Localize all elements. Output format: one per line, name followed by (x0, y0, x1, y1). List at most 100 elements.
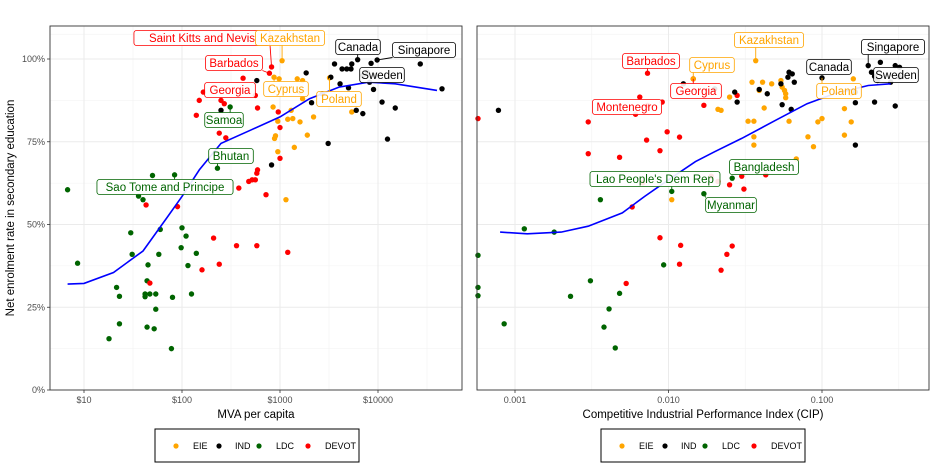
data-point-devot (223, 135, 229, 141)
country-label: Montenegro (596, 102, 657, 114)
data-point-ind (384, 136, 391, 142)
data-point-devot (221, 100, 227, 107)
label-box (592, 99, 662, 115)
data-point-eie (761, 105, 767, 111)
label-box (316, 91, 362, 107)
data-point-devot (637, 94, 643, 100)
data-point-devot (741, 186, 747, 192)
panel-border (49, 25, 463, 391)
data-point-ldc (169, 294, 176, 301)
data-point-devot (724, 251, 730, 257)
data-point-ldc (144, 324, 150, 330)
label-box (729, 159, 799, 175)
data-point-eie (850, 76, 857, 82)
country-label: Georgia (210, 85, 252, 97)
data-point-devot (475, 115, 481, 122)
label-leader-line (269, 45, 273, 67)
data-point-ind (353, 107, 359, 114)
data-point-devot (623, 280, 629, 287)
legend-key-eie (619, 443, 625, 449)
label-box (392, 42, 456, 58)
data-point-eie (271, 135, 278, 142)
data-point-devot (240, 75, 246, 81)
data-point-ind (379, 99, 385, 105)
points-layer (64, 56, 445, 352)
data-point-eie (299, 96, 306, 102)
y-tick-label: 0% (32, 385, 45, 395)
data-point-ldc (113, 284, 120, 291)
data-point-devot (252, 177, 259, 183)
data-point-eie (745, 118, 751, 124)
data-point-ldc (660, 262, 667, 268)
data-point-ldc (521, 226, 528, 232)
label-box (204, 112, 244, 128)
data-point-eie (782, 95, 789, 101)
data-point-ind (344, 66, 350, 72)
legend-key-ldc (256, 443, 262, 449)
plot-background (50, 26, 462, 390)
data-point-devot (143, 202, 149, 208)
data-point-eie (349, 109, 355, 115)
data-point-devot (216, 261, 222, 267)
data-point-devot (263, 192, 269, 198)
data-point-eie (283, 196, 289, 203)
data-point-ldc (178, 244, 184, 251)
label-box (816, 83, 862, 99)
data-point-ldc (179, 225, 185, 231)
data-point-ind (254, 77, 260, 84)
data-point-ldc (145, 262, 151, 268)
legend-key-eie (173, 443, 179, 449)
data-point-ind (892, 103, 898, 109)
data-point-devot (657, 147, 663, 154)
panel-mva: 0% 25% 50% 75% 100% $10 $100 $1000 $10000 Saint K… (22, 25, 463, 405)
data-point-devot (585, 119, 591, 125)
data-point-ldc (140, 196, 146, 203)
data-point-devot (210, 235, 217, 241)
x-axis-title-mva: MVA per capita (217, 409, 295, 421)
country-label: Canada (809, 62, 850, 74)
data-point-ldc (587, 278, 594, 284)
legend-label: LDC (276, 441, 295, 451)
data-point-eie (815, 119, 821, 125)
country-label: Canada (338, 42, 379, 54)
data-point-devot (277, 155, 283, 161)
country-label: Saint Kitts and Nevis (149, 33, 255, 45)
data-point-ind (349, 61, 355, 67)
data-point-eie (751, 118, 757, 124)
data-point-eie (291, 144, 298, 151)
data-point-ind (779, 101, 785, 108)
data-point-ind (392, 105, 398, 111)
legend-label: IND (681, 441, 697, 451)
data-point-devot (216, 130, 222, 136)
data-point-eie (310, 114, 317, 120)
data-point-devot (676, 134, 683, 140)
data-point-ind (732, 89, 738, 95)
label-box (204, 82, 256, 98)
data-point-ldc (106, 335, 112, 342)
label-box (263, 81, 309, 97)
data-point-ldc (612, 345, 618, 351)
data-point-ind (328, 74, 334, 80)
label-box (359, 67, 405, 83)
data-point-ldc (597, 196, 604, 203)
data-point-eie (782, 91, 789, 97)
label-box (734, 32, 804, 48)
plot-background (477, 26, 929, 390)
legend-key-devot (751, 443, 757, 449)
data-point-ldc (193, 250, 200, 256)
data-point-eie (726, 94, 733, 100)
panel-cip: 0.001 0.010 0.100 Kazakhstan Singapore Barbad… (475, 25, 930, 405)
data-point-ldc (64, 187, 71, 193)
y-tick-label: 100% (22, 54, 45, 64)
data-point-ldc (729, 175, 735, 181)
y-axis-title: Net enrolment rate in secondary educatio… (5, 100, 17, 317)
data-point-devot (236, 185, 242, 191)
data-point-ind (360, 110, 366, 117)
data-point-ldc (149, 172, 156, 179)
data-point-ind (325, 140, 331, 147)
data-point-ind (439, 86, 445, 92)
country-label: Poland (321, 94, 357, 106)
data-point-ind (308, 99, 315, 106)
data-point-ind (852, 99, 859, 106)
country-label: Bangladesh (734, 162, 795, 174)
